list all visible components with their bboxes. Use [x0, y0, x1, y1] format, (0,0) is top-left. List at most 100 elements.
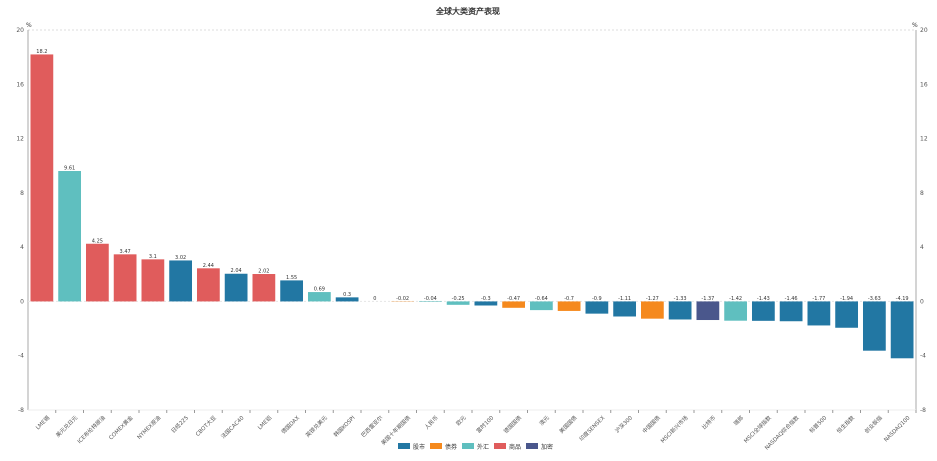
- bar[interactable]: [835, 301, 858, 327]
- legend-label: 股市: [413, 443, 425, 451]
- x-tick-label: 韩国KOSPI: [332, 413, 357, 438]
- x-tick-label: LME铝: [256, 413, 274, 431]
- data-label: -0.04: [424, 296, 437, 302]
- y-tick-label-right: -8: [920, 407, 926, 414]
- x-tick-label: LME锡: [34, 413, 52, 431]
- bar[interactable]: [308, 292, 331, 301]
- y-tick-label-left: 4: [20, 244, 24, 251]
- bar[interactable]: [724, 301, 747, 320]
- data-label: 0.69: [314, 287, 325, 293]
- bar[interactable]: [669, 301, 692, 319]
- y-tick-label-right: 12: [920, 136, 928, 143]
- legend-item[interactable]: 加密: [526, 443, 553, 451]
- y-tick-label-right: 0: [920, 298, 924, 305]
- x-tick-label: 富时100: [474, 413, 495, 434]
- bar[interactable]: [58, 171, 81, 301]
- bar[interactable]: [641, 301, 664, 318]
- x-tick-label: 沪深300: [613, 413, 634, 434]
- data-label: -1.46: [785, 296, 798, 302]
- bar[interactable]: [780, 301, 803, 321]
- data-label: -1.77: [812, 296, 825, 302]
- bar[interactable]: [558, 301, 581, 311]
- bar[interactable]: [447, 301, 470, 304]
- legend-item[interactable]: 债券: [430, 443, 457, 451]
- legend-item[interactable]: 外汇: [462, 443, 489, 451]
- bar[interactable]: [613, 301, 636, 316]
- bar[interactable]: [336, 297, 359, 301]
- bar[interactable]: [30, 54, 53, 301]
- data-label: 2.44: [203, 263, 214, 269]
- bar[interactable]: [696, 301, 719, 320]
- bar[interactable]: [530, 301, 553, 310]
- x-tick-label: 日经225: [169, 413, 190, 434]
- x-tick-label: ICE布伦特原油: [75, 413, 107, 445]
- data-label: -0.02: [396, 296, 409, 302]
- data-label: -0.47: [507, 296, 520, 302]
- bar[interactable]: [169, 260, 192, 301]
- legend-label: 债券: [445, 443, 457, 451]
- x-tick-label: COMEX黄金: [107, 413, 135, 441]
- data-label: 3.02: [175, 255, 186, 261]
- data-label: 4.25: [92, 238, 103, 244]
- data-label: -1.42: [729, 296, 742, 302]
- legend-item[interactable]: 股市: [398, 443, 425, 451]
- bar[interactable]: [502, 301, 525, 307]
- x-tick-label: 比特币: [700, 413, 718, 431]
- bar[interactable]: [807, 301, 830, 325]
- y-tick-label-left: -8: [18, 407, 24, 414]
- legend-item[interactable]: 商品: [494, 443, 521, 451]
- bar[interactable]: [752, 301, 775, 320]
- legend-swatch: [462, 443, 474, 449]
- legend-swatch: [494, 443, 506, 449]
- data-label: -0.25: [452, 296, 465, 302]
- x-tick-label: 欧元: [454, 413, 468, 427]
- data-label: -1.33: [674, 296, 687, 302]
- data-label: -0.64: [535, 296, 548, 302]
- data-label: 3.47: [120, 249, 131, 255]
- bar[interactable]: [114, 254, 137, 301]
- data-label: 0: [373, 296, 376, 302]
- x-tick-label: 巴西雷亚尔: [359, 413, 384, 438]
- data-label: -1.94: [840, 296, 853, 302]
- y-tick-label-right: 16: [920, 81, 928, 88]
- x-tick-label: 美国国债: [557, 413, 579, 435]
- data-label: -1.27: [646, 296, 659, 302]
- bar[interactable]: [585, 301, 608, 313]
- x-tick-label: 印度SENSEX: [577, 414, 606, 443]
- data-label: -0.3: [481, 296, 491, 302]
- x-tick-label: MSCI新兴市场: [659, 413, 690, 444]
- data-label: -0.7: [564, 296, 574, 302]
- x-tick-label: 美元兑日元: [54, 413, 79, 438]
- bar[interactable]: [197, 268, 220, 301]
- bar[interactable]: [280, 280, 303, 301]
- y-tick-label-left: 12: [16, 136, 24, 143]
- y-tick-label-right: 20: [920, 27, 928, 34]
- bar[interactable]: [474, 301, 497, 305]
- legend-label: 商品: [509, 443, 521, 451]
- x-tick-label: 创业板指: [863, 413, 885, 435]
- bar[interactable]: [252, 274, 275, 301]
- x-tick-label: 中国国债: [641, 413, 663, 435]
- x-tick-label: 澳元: [537, 413, 551, 427]
- x-tick-label: 人民币: [423, 414, 440, 431]
- bar[interactable]: [141, 259, 164, 301]
- x-tick-label: 美国十年期国债: [379, 413, 412, 446]
- legend-swatch: [430, 443, 442, 449]
- bar[interactable]: [863, 301, 886, 350]
- bar[interactable]: [86, 244, 109, 302]
- x-tick-label: NYMEX原油: [135, 413, 163, 441]
- y-tick-label-left: 16: [16, 81, 24, 88]
- legend-swatch: [526, 443, 538, 449]
- bar[interactable]: [225, 274, 248, 302]
- data-label: 18.2: [36, 49, 47, 55]
- data-label: -1.11: [618, 296, 631, 302]
- data-label: 2.04: [231, 268, 242, 274]
- x-tick-label: NASDAQ100: [883, 415, 912, 444]
- y-axis-unit-left: %: [26, 22, 32, 29]
- x-tick-label: 德国国债: [502, 413, 524, 435]
- y-tick-label-left: -4: [18, 353, 24, 360]
- legend-label: 外汇: [477, 443, 489, 451]
- bar[interactable]: [891, 301, 914, 358]
